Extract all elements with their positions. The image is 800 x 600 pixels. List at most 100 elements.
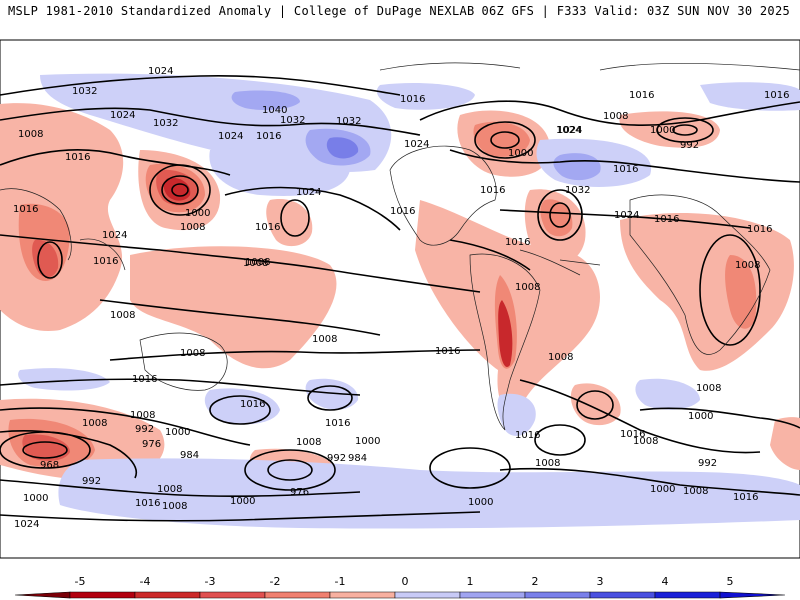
pos-anomaly-region [18,368,110,391]
colorbar-tick-label: 0 [402,575,409,588]
isobar-label: 1008 [243,258,268,269]
isobar-label: 1008 [296,437,321,448]
colorbar-tick-label: 3 [597,575,604,588]
isobar-label: 1024 [614,210,639,221]
pos-anomaly-region [376,83,475,110]
pos-anomaly-region [40,73,392,172]
isobar-label: 968 [40,460,59,471]
pos-anomaly-region [497,393,536,436]
colorbar-tick-label: -4 [140,575,151,588]
isobar-label: 992 [135,424,154,435]
isobar-label: 984 [348,453,367,464]
colorbar-tick-label: 1 [467,575,474,588]
isobar-label: 1008 [603,111,628,122]
isobar-contours [0,74,800,522]
isobar-label: 1040 [262,105,287,116]
isobar-label: 1000 [230,496,255,507]
isobar-label: 976 [290,487,309,498]
isobar-label: 1024 [14,519,39,530]
isobar-label: 1008 [130,410,155,421]
pos-anomaly-region [700,82,800,111]
isobar-label: 1024 [110,110,135,121]
isobar-label: 1016 [613,164,638,175]
isobar-label: 1008 [535,458,560,469]
colorbar-segment [69,591,136,599]
isobar-label: 1016 [505,237,530,248]
neg-anomaly-region [725,255,757,329]
isobar-label: 1016 [747,224,772,235]
colorbar-tick-label: 2 [532,575,539,588]
isobar-label: 1032 [565,185,590,196]
isobar-label: 1000 [468,497,493,508]
isobar-label: 1008 [735,260,760,271]
pos-anomaly-region [209,148,350,196]
isobar-label: 1008 [157,484,182,495]
model-valid-time: 06Z GFS | F333 Valid: 03Z SUN NOV 30 202… [481,4,790,18]
isobar-label: 1008 [696,383,721,394]
colorbar-segment [134,591,201,599]
isobar-label: 1008 [18,129,43,140]
isobar-label: 1016 [135,498,160,509]
anomaly-colorbar: -5 -4 -3 -2 -1 0 1 2 3 4 5 [14,575,786,599]
colorbar-tick-label: -2 [270,575,281,588]
pos-anomaly-region [231,90,300,110]
isobar-label: 976 [142,439,161,450]
isobar-label: 1016 [515,430,540,441]
isobar-label: 1000 [650,484,675,495]
isobar-label: 1008 [515,282,540,293]
isobar-label: 1008 [180,222,205,233]
pos-anomaly-region [326,137,359,159]
isobar-label: 992 [327,453,346,464]
isobar-label: 1032 [72,86,97,97]
isobar-label: 1016 [620,429,645,440]
isobar-label: 1032 [153,118,178,129]
neg-anomaly-region [473,121,530,157]
isobar-label: 992 [82,476,101,487]
isobar-label: 1016 [480,185,505,196]
isobar-label: 992 [698,458,717,469]
pos-anomaly-region [305,378,359,410]
isobar-label: 1000 [165,427,190,438]
isobar-label: 1024 [102,230,127,241]
colorbar-max-extend [719,591,786,599]
neg-anomaly-region [22,434,70,461]
colorbar-tick-label: -5 [75,575,86,588]
isobar-label: 1024 [557,125,582,136]
isobar-label: 1000 [185,208,210,219]
pos-anomaly-region [635,378,700,410]
isobar-label: 1016 [325,418,350,429]
colorbar-tick-label: 4 [662,575,669,588]
isobar-label: 1008 [683,486,708,497]
isobar-label: 1008 [548,352,573,363]
isobar-label: 1016 [93,256,118,267]
isobar-label: 1000 [688,411,713,422]
isobar-label: 1024 [556,125,581,136]
isobar-label: 1016 [435,346,460,357]
isobar-label: 1016 [65,152,90,163]
colorbar-min-extend [14,591,71,599]
isobar-label: 1000 [23,493,48,504]
colorbar-segment [459,591,526,599]
neg-anomaly-region [770,417,800,470]
isobar-label: 1024 [148,66,173,77]
isobar-label: 1024 [404,139,429,150]
isobar-label: 1000 [508,148,533,159]
colorbar-segment [199,591,266,599]
neg-anomaly-region [130,246,337,369]
isobar-label: 1024 [218,131,243,142]
colorbar-tick-label: 5 [727,575,734,588]
isobar-label: 1000 [650,125,675,136]
colorbar-segment [589,591,656,599]
isobar-label: 1016 [400,94,425,105]
isobar-label: 1016 [132,374,157,385]
isobar-label: 1016 [13,204,38,215]
isobar-label: 984 [180,450,199,461]
colorbar-segment [394,591,461,599]
colorbar-segment [264,591,331,599]
isobar-label: 1032 [280,115,305,126]
isobar-label: 1016 [764,90,789,101]
isobar-label: 1016 [390,206,415,217]
pos-anomaly-region [553,153,601,181]
isobar-labels: 1024 1032 1024 1032 1008 1016 1016 1024 … [13,66,789,530]
isobar-label: 1008 [82,418,107,429]
